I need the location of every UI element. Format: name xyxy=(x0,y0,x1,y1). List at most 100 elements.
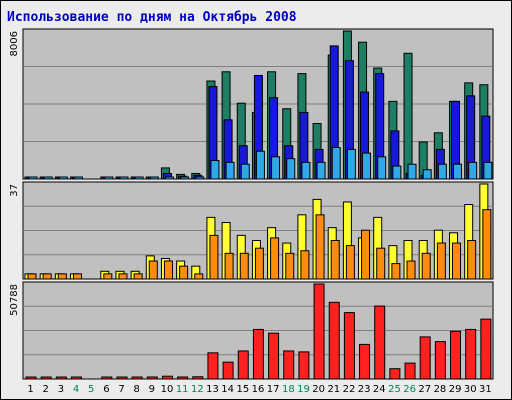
bar-p1-s3-day-20 xyxy=(316,161,326,180)
bar-p2-s2-day-31 xyxy=(482,209,492,280)
x-tick-label-31: 31 xyxy=(479,384,492,395)
bar-p1-s3-day-13 xyxy=(210,160,220,180)
bar-p1-s3-day-29 xyxy=(453,163,463,180)
bar-p2-s2-day-21 xyxy=(330,239,340,280)
bar-p1-s3-day-12 xyxy=(195,176,205,180)
bar-p1-s3-day-1 xyxy=(28,176,38,180)
bar-p3-s1-day-3 xyxy=(55,376,67,380)
bar-p3-s1-day-22 xyxy=(343,312,355,380)
bar-p1-s3-day-9 xyxy=(149,176,159,180)
panel-2: 37 xyxy=(9,181,494,280)
bar-p2-s2-day-3 xyxy=(57,273,67,280)
x-tick-label-20: 20 xyxy=(312,384,325,395)
x-tick-label-15: 15 xyxy=(236,384,249,395)
bar-p1-s3-day-8 xyxy=(134,176,144,180)
bar-p1-s3-day-31 xyxy=(483,161,493,180)
bar-p1-s3-day-21 xyxy=(331,147,341,180)
bar-p3-s1-day-26 xyxy=(404,362,416,380)
x-tick-label-29: 29 xyxy=(449,384,462,395)
bar-p2-s2-day-2 xyxy=(42,273,52,280)
x-tick-label-4: 4 xyxy=(73,384,79,395)
bar-p2-s2-day-26 xyxy=(406,260,416,280)
y-axis-max-label: 50788 xyxy=(9,284,20,316)
bar-p3-s1-day-25 xyxy=(389,368,401,380)
bar-p1-s3-day-3 xyxy=(58,176,68,180)
bar-p3-s1-day-28 xyxy=(434,341,446,380)
bar-p3-s1-day-7 xyxy=(116,376,128,380)
x-tick-label-28: 28 xyxy=(434,384,447,395)
bar-p3-s1-day-19 xyxy=(298,351,310,380)
bar-p1-s3-day-24 xyxy=(377,156,387,180)
bar-p2-s2-day-4 xyxy=(72,273,82,280)
bar-p1-s3-day-16 xyxy=(255,150,265,180)
bar-p2-s2-day-27 xyxy=(421,252,431,280)
bar-p1-s3-day-4 xyxy=(73,176,83,180)
x-tick-label-23: 23 xyxy=(358,384,371,395)
x-tick-label-10: 10 xyxy=(161,384,174,395)
bar-p2-s2-day-15 xyxy=(239,252,249,280)
bar-p1-s3-day-27 xyxy=(422,169,432,180)
x-tick-label-26: 26 xyxy=(403,384,416,395)
bar-p2-s2-day-23 xyxy=(361,229,371,280)
bar-p2-s2-day-18 xyxy=(285,252,295,280)
x-tick-label-27: 27 xyxy=(418,384,431,395)
bar-p1-s3-day-30 xyxy=(468,161,478,180)
x-tick-label-21: 21 xyxy=(327,384,340,395)
bar-p2-s2-day-22 xyxy=(345,245,355,280)
bar-p1-s3-day-14 xyxy=(225,161,235,180)
bar-p1-s3-day-18 xyxy=(286,158,296,180)
bar-p1-s1-day-26 xyxy=(403,52,413,180)
y-axis-max-label: 37 xyxy=(9,184,20,197)
panel-3: 50788 xyxy=(9,281,494,380)
bar-p3-s1-day-14 xyxy=(222,361,234,380)
bar-p2-s2-day-12 xyxy=(194,273,204,280)
bar-p2-s2-day-7 xyxy=(118,273,128,280)
bar-p1-s3-day-26 xyxy=(407,163,417,180)
x-tick-label-3: 3 xyxy=(58,384,64,395)
x-axis-labels: 1 2 3 4 5 6 7 8 9 10 11 12 13 14 15 16 17 18 19 20 21 22 23 24 2… xyxy=(27,384,491,395)
bar-p3-s1-day-24 xyxy=(374,305,386,380)
x-tick-label-14: 14 xyxy=(221,384,234,395)
bar-p1-s3-day-7 xyxy=(119,176,129,180)
x-tick-label-22: 22 xyxy=(343,384,356,395)
bar-p3-s1-day-27 xyxy=(419,336,431,380)
y-axis-max-label: 8006 xyxy=(9,31,20,56)
bar-p2-s2-day-24 xyxy=(376,247,386,280)
x-tick-label-11: 11 xyxy=(176,384,189,395)
x-tick-label-9: 9 xyxy=(149,384,155,395)
bar-p3-s1-day-4 xyxy=(70,376,82,380)
bar-p3-s1-day-10 xyxy=(161,375,173,380)
bar-p1-s3-day-6 xyxy=(104,176,114,180)
bar-p3-s1-day-15 xyxy=(237,350,249,380)
bar-p3-s1-day-20 xyxy=(313,283,325,380)
bar-p3-s1-day-21 xyxy=(328,301,340,380)
x-tick-label-2: 2 xyxy=(43,384,49,395)
bar-p2-s2-day-8 xyxy=(133,273,143,280)
bar-p3-s1-day-17 xyxy=(268,332,280,380)
x-tick-label-5: 5 xyxy=(88,384,94,395)
bar-p2-s2-day-25 xyxy=(391,263,401,280)
bar-p3-s1-day-18 xyxy=(283,350,295,380)
panel-1: 8006 xyxy=(9,28,494,180)
chart-panels: 8006 37 50788 xyxy=(9,28,494,380)
bar-p3-s1-day-16 xyxy=(252,328,264,380)
bar-p2-s2-day-14 xyxy=(224,252,234,280)
bar-p3-s1-day-12 xyxy=(192,376,204,380)
bar-p3-s1-day-31 xyxy=(480,318,492,380)
bar-p3-s1-day-6 xyxy=(101,376,113,380)
x-tick-label-12: 12 xyxy=(191,384,204,395)
bar-p2-s2-day-19 xyxy=(300,250,310,280)
bar-p3-s1-day-29 xyxy=(450,330,462,380)
x-tick-label-18: 18 xyxy=(282,384,295,395)
bar-p3-s1-day-1 xyxy=(25,376,37,380)
x-tick-label-19: 19 xyxy=(297,384,310,395)
bar-p1-s3-day-11 xyxy=(180,176,190,180)
bar-p2-s2-day-17 xyxy=(270,237,280,280)
bar-p3-s1-day-13 xyxy=(207,352,219,380)
bar-p1-s3-day-23 xyxy=(362,152,372,180)
x-tick-label-1: 1 xyxy=(27,384,33,395)
bar-p2-s2-day-6 xyxy=(103,273,113,280)
bar-p1-s3-day-28 xyxy=(437,163,447,180)
